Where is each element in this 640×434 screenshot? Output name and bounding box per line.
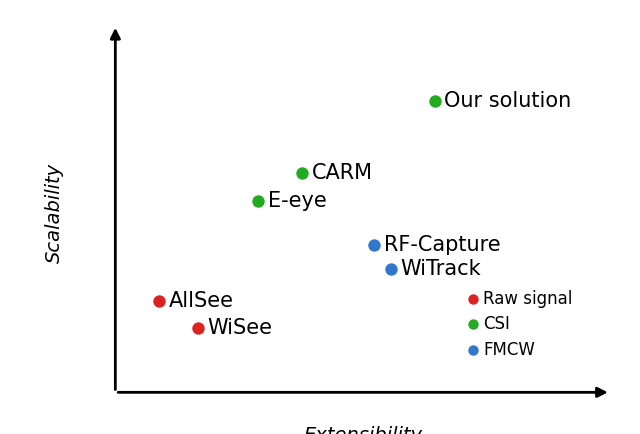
Point <box>298 169 308 176</box>
Text: CARM: CARM <box>312 163 373 183</box>
Point <box>385 265 396 272</box>
Text: Scalability: Scalability <box>45 163 64 263</box>
Text: CSI: CSI <box>483 316 510 333</box>
Point <box>468 347 478 354</box>
Point <box>468 295 478 302</box>
Point <box>468 321 478 328</box>
Text: Extensibility: Extensibility <box>303 426 422 434</box>
Text: AllSee: AllSee <box>169 290 234 310</box>
Text: Raw signal: Raw signal <box>483 289 572 308</box>
Text: Our solution: Our solution <box>444 91 572 111</box>
Text: E-eye: E-eye <box>268 191 327 210</box>
Point <box>369 241 379 248</box>
Text: WiSee: WiSee <box>208 319 273 339</box>
Text: FMCW: FMCW <box>483 342 535 359</box>
Point <box>193 325 203 332</box>
Point <box>429 97 440 104</box>
Point <box>253 197 264 204</box>
Text: RF-Capture: RF-Capture <box>384 235 500 255</box>
Text: WiTrack: WiTrack <box>401 259 481 279</box>
Point <box>154 297 164 304</box>
